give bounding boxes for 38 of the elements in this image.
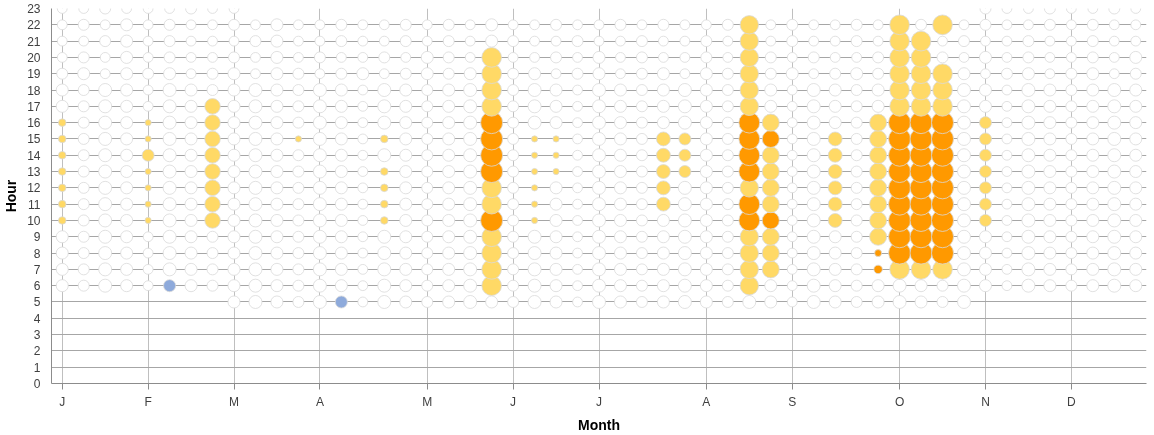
y-tick-label: 4 <box>33 311 41 326</box>
y-tick-label: 20 <box>27 50 41 65</box>
y-tick-label: 8 <box>33 246 41 261</box>
y-tick-label: 2 <box>33 344 41 359</box>
y-tick-label: 12 <box>27 181 41 196</box>
y-axis-title: Hour <box>3 179 20 213</box>
y-tick-label: 10 <box>27 213 41 228</box>
x-tick-label: J <box>596 394 602 409</box>
y-tick-label: 5 <box>33 295 41 310</box>
y-tick-label: 21 <box>27 34 41 49</box>
x-tick-label: A <box>315 394 324 409</box>
x-tick-label: J <box>510 394 517 409</box>
y-tick-label: 16 <box>27 116 41 131</box>
x-tick-label: J <box>59 394 66 409</box>
y-tick-label: 11 <box>28 197 41 212</box>
x-tick-label: O <box>894 394 905 409</box>
y-tick-label: 14 <box>27 148 41 163</box>
y-tick-label: 1 <box>33 360 41 375</box>
y-tick-label: 22 <box>27 18 41 33</box>
y-tick-label: 19 <box>27 67 41 82</box>
x-tick-label: M <box>229 394 239 409</box>
x-tick-label: S <box>788 394 797 409</box>
y-tick-label: 17 <box>27 99 41 114</box>
y-tick-label: 7 <box>33 262 41 277</box>
x-tick-label: A <box>702 394 711 409</box>
y-tick-label: 15 <box>27 132 41 147</box>
y-tick-label: 6 <box>33 279 41 294</box>
x-tick-label: D <box>1067 394 1077 409</box>
y-tick-label: 9 <box>33 230 41 245</box>
y-tick-label: 0 <box>33 377 41 391</box>
x-axis-title: Month <box>578 416 620 433</box>
x-tick-label: M <box>422 394 433 409</box>
x-tick-label: N <box>981 394 990 409</box>
y-tick-label: 18 <box>27 83 41 98</box>
x-tick-label: F <box>144 394 152 409</box>
y-tick-label: 13 <box>27 165 41 180</box>
y-tick-label: 23 <box>27 2 41 16</box>
y-tick-label: 3 <box>33 328 41 343</box>
